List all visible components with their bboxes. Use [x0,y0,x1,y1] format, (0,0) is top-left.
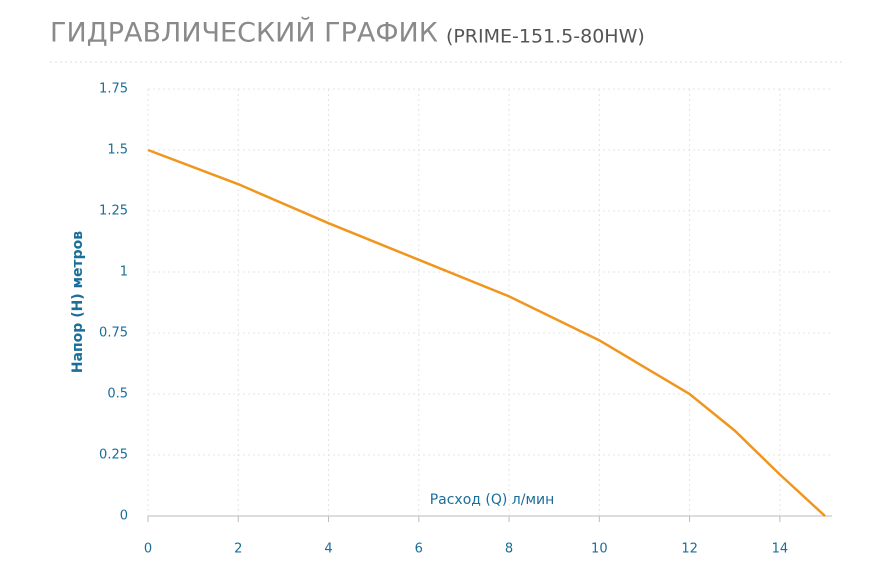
x-tick-label: 6 [415,542,423,557]
y-tick-label: 0.75 [99,326,128,341]
y-tick-label: 1.5 [107,143,128,158]
chart-subtitle: (PRIME-151.5-80HW) [446,26,645,48]
y-tick-label: 0.5 [107,387,128,402]
x-tick-label: 2 [234,542,242,557]
x-tick-label: 8 [505,542,513,557]
chart-title: ГИДРАВЛИЧЕСКИЙ ГРАФИК [50,17,438,49]
x-tick-label: 0 [144,542,152,557]
y-axis-label: Напор (H) метров [70,231,86,373]
x-tick-label: 4 [324,542,332,557]
x-tick-label: 10 [591,542,608,557]
x-tick-label: 12 [681,542,698,557]
y-tick-label: 1.75 [99,82,128,97]
y-tick-label: 1.25 [99,204,128,219]
y-tick-label: 1 [120,265,128,280]
y-tick-label: 0 [120,509,128,524]
x-axis-label: Расход (Q) л/мин [430,492,555,508]
y-tick-label: 0.25 [99,448,128,463]
x-tick-label: 14 [772,542,789,557]
series-line [147,148,826,517]
